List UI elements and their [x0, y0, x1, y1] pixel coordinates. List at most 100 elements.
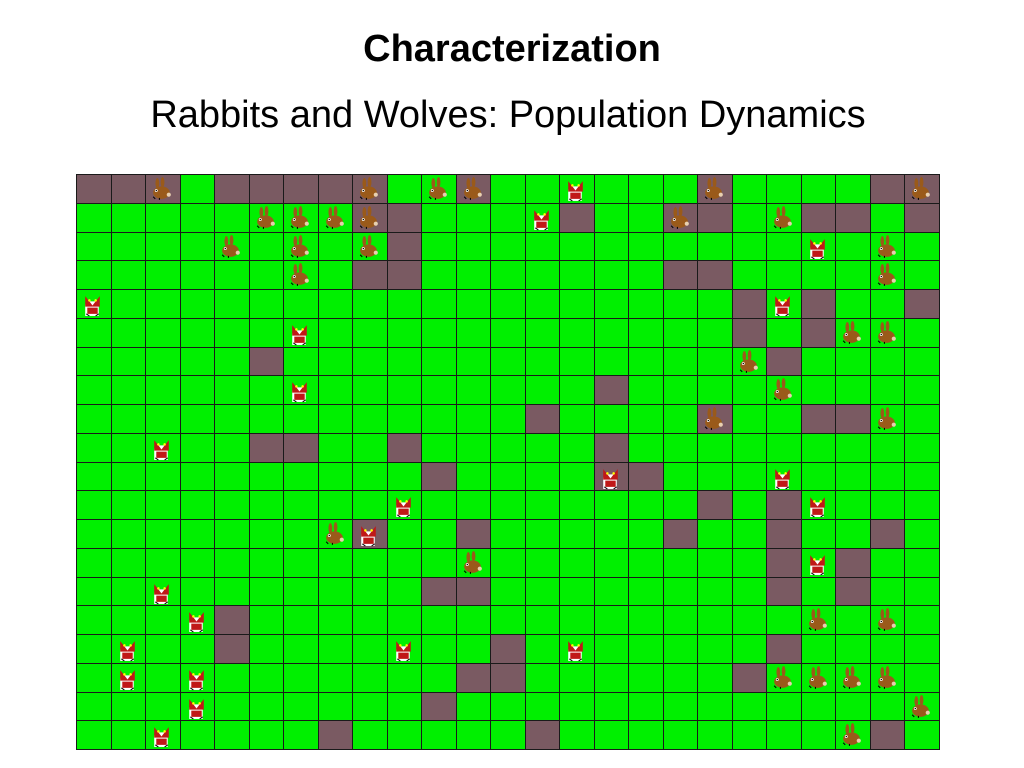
wolf-icon [154, 727, 169, 748]
grass-cell [318, 433, 354, 463]
bare-cell [698, 405, 733, 434]
bare-cell [663, 520, 699, 549]
grass-cell [491, 548, 526, 578]
bare-cell [905, 290, 940, 319]
grass-cell [77, 462, 112, 492]
bare-cell [732, 318, 768, 348]
rabbit-icon [877, 234, 896, 258]
grass-cell [836, 663, 871, 693]
grass-cell [456, 491, 492, 520]
grass-cell [284, 261, 319, 290]
grass-cell [525, 606, 561, 635]
bare-cell [732, 663, 768, 693]
grass-cell [732, 606, 768, 635]
bare-cell [836, 203, 871, 233]
grass-cell [146, 376, 181, 405]
grass-cell [870, 491, 906, 520]
grass-cell [77, 606, 112, 635]
grass-cell [180, 548, 216, 578]
grass-cell [387, 405, 423, 434]
rabbit-icon [774, 378, 793, 402]
grass-cell [905, 577, 940, 607]
grass-cell [456, 290, 492, 319]
grass-cell [422, 520, 457, 549]
grass-cell [663, 290, 699, 319]
grass-cell [353, 635, 388, 664]
grass-cell [801, 347, 837, 377]
grass-cell [801, 635, 837, 664]
grass-cell [215, 721, 250, 750]
wolf-icon [188, 669, 204, 691]
grass-cell [870, 692, 906, 722]
grass-cell [767, 606, 802, 635]
bare-cell [249, 175, 285, 204]
grass-cell [594, 520, 630, 549]
grass-cell [767, 462, 802, 492]
grass-cell [180, 405, 216, 434]
bare-cell [698, 203, 733, 233]
slide-subtitle: Rabbits and Wolves: Population Dynamics [150, 94, 866, 136]
rabbit-icon [808, 608, 827, 632]
grass-cell [767, 203, 802, 233]
grass-cell [456, 462, 492, 492]
grass-cell [732, 347, 768, 377]
grass-cell [77, 663, 112, 693]
grass-cell [146, 577, 181, 607]
grass-cell [801, 376, 837, 405]
grass-cell [491, 692, 526, 722]
rabbit-icon [877, 665, 896, 689]
grass-cell [560, 290, 595, 319]
grass-cell [698, 663, 733, 693]
grass-cell [801, 520, 837, 549]
grass-cell [284, 606, 319, 635]
grass-cell [422, 721, 457, 750]
grass-cell [456, 203, 492, 233]
grass-cell [77, 232, 112, 262]
grass-cell [353, 663, 388, 693]
rabbit-icon [290, 234, 309, 258]
grass-cell [249, 462, 285, 492]
rabbit-icon [325, 205, 344, 229]
grass-cell [836, 520, 871, 549]
grass-cell [870, 376, 906, 405]
grass-cell [284, 548, 319, 578]
grass-cell [215, 692, 250, 722]
bare-cell [387, 261, 423, 290]
grass-cell [836, 261, 871, 290]
grass-cell [594, 405, 630, 434]
grass-cell [249, 232, 285, 262]
grass-cell [146, 491, 181, 520]
grass-cell [111, 232, 147, 262]
grass-cell [732, 577, 768, 607]
grass-cell [629, 692, 664, 722]
grass-cell [180, 606, 216, 635]
grass-cell [491, 232, 526, 262]
grass-cell [560, 175, 595, 204]
grass-cell [422, 433, 457, 463]
grass-cell [663, 318, 699, 348]
grass-cell [870, 548, 906, 578]
grass-cell [801, 692, 837, 722]
grass-cell [629, 721, 664, 750]
grass-cell [732, 491, 768, 520]
grass-cell [525, 663, 561, 693]
wolf-icon [568, 181, 584, 202]
rabbit-icon [843, 665, 862, 689]
grass-cell [111, 606, 147, 635]
grass-cell [77, 548, 112, 578]
grass-cell [387, 175, 423, 204]
bare-cell [560, 203, 595, 233]
grass-cell [456, 606, 492, 635]
bare-cell [870, 175, 906, 204]
grass-cell [836, 462, 871, 492]
grass-cell [249, 261, 285, 290]
grass-cell [801, 577, 837, 607]
grass-cell [905, 376, 940, 405]
grass-cell [353, 606, 388, 635]
grass-cell [77, 577, 112, 607]
grass-cell [629, 318, 664, 348]
grass-cell [111, 376, 147, 405]
grass-cell [180, 347, 216, 377]
grass-cell [629, 261, 664, 290]
wolf-icon [154, 439, 169, 461]
